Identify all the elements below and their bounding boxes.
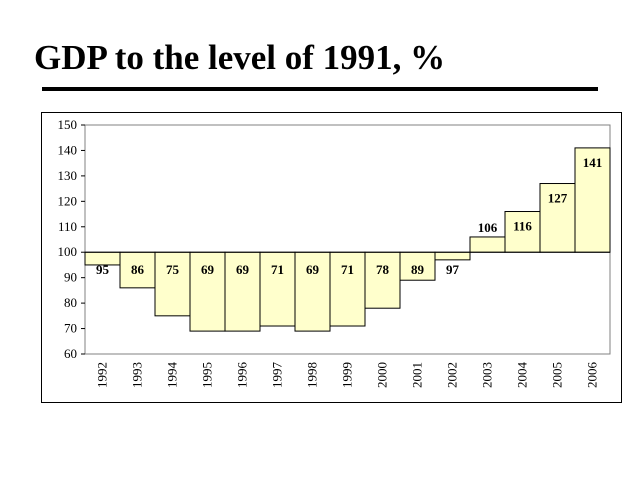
data-label-1996: 69 xyxy=(236,262,250,277)
x-tick-label: 2000 xyxy=(375,362,390,388)
bar-2001 xyxy=(399,251,436,281)
y-tick-label: 60 xyxy=(64,346,77,361)
bar-2000 xyxy=(364,251,401,309)
y-tick-label: 120 xyxy=(58,193,78,208)
y-axis: 60 70 80 90 100 110 120 130 140 150 xyxy=(58,117,611,361)
y-tick-label: 150 xyxy=(58,117,78,132)
x-tick-label: 2005 xyxy=(550,362,565,388)
bar-2006 xyxy=(574,147,611,253)
data-label-1997: 71 xyxy=(271,262,284,277)
x-tick-label: 1996 xyxy=(235,362,250,389)
data-label-2005: 127 xyxy=(548,191,568,206)
data-label-1994: 75 xyxy=(166,262,180,277)
data-label-2004: 116 xyxy=(513,219,532,234)
data-label-1998: 69 xyxy=(306,262,320,277)
bar-2002 xyxy=(434,251,471,261)
bar-1999 xyxy=(329,251,366,327)
x-tick-label: 1998 xyxy=(305,362,320,388)
x-axis: 1992 1993 1994 1995 1996 1997 1998 1999 2000 2001… xyxy=(95,362,600,389)
y-tick-label: 140 xyxy=(58,142,78,157)
bar-2004 xyxy=(504,211,541,253)
bar-2003 xyxy=(469,236,506,253)
x-tick-label: 1993 xyxy=(130,362,145,388)
y-tick-label: 110 xyxy=(58,219,77,234)
bar-2005 xyxy=(539,183,576,253)
bars xyxy=(84,147,611,332)
x-tick-label: 2004 xyxy=(515,362,530,389)
y-tick-label: 70 xyxy=(64,321,77,336)
x-tick-label: 2003 xyxy=(480,362,495,388)
data-label-1995: 69 xyxy=(201,262,215,277)
x-tick-label: 1995 xyxy=(200,362,215,388)
x-tick-label: 1997 xyxy=(270,362,285,389)
data-labels: 95 86 75 69 69 71 69 71 78 89 97 106 116 127 141 xyxy=(96,155,602,277)
data-label-2003: 106 xyxy=(478,220,498,235)
x-tick-label: 2002 xyxy=(445,362,460,388)
x-tick-label: 1992 xyxy=(95,362,110,388)
data-label-1999: 71 xyxy=(341,262,354,277)
x-tick-label: 2006 xyxy=(585,362,600,389)
data-label-2000: 78 xyxy=(376,262,390,277)
data-label-2006: 141 xyxy=(583,155,603,170)
y-tick-label: 100 xyxy=(58,244,78,259)
data-label-1993: 86 xyxy=(131,262,145,277)
title-underline xyxy=(42,87,598,91)
y-tick-label: 80 xyxy=(64,295,77,310)
data-label-2001: 89 xyxy=(411,262,425,277)
y-tick-label: 90 xyxy=(64,270,77,285)
bar-1995 xyxy=(189,251,226,332)
x-tick-label: 2001 xyxy=(410,362,425,388)
data-label-2002: 97 xyxy=(446,262,460,277)
data-label-1992: 95 xyxy=(96,262,110,277)
slide-title: GDP to the level of 1991, % xyxy=(34,38,446,77)
x-tick-label: 1999 xyxy=(340,362,355,388)
x-tick-label: 1994 xyxy=(165,362,180,389)
chart-frame: 60 70 80 90 100 110 120 130 140 150 95 86 75 69 69 71 6… xyxy=(41,112,622,403)
y-tick-label: 130 xyxy=(58,168,78,183)
